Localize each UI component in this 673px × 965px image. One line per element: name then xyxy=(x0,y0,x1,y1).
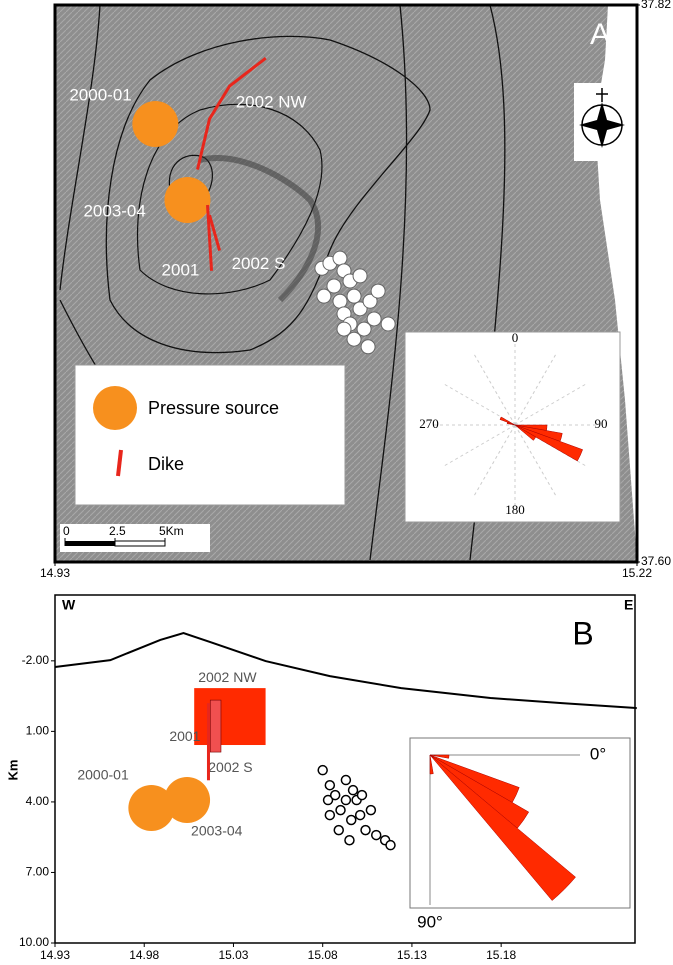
dike xyxy=(210,700,221,752)
earthquake xyxy=(353,269,367,283)
x-tick-label: 14.93 xyxy=(40,948,70,962)
scale-label: 0 xyxy=(63,524,70,538)
rose-angle-label: 90° xyxy=(417,912,443,931)
dike xyxy=(194,688,265,745)
rose-angle-label: 180 xyxy=(505,502,525,517)
earthquake xyxy=(337,322,351,336)
x-tick-label: 15.08 xyxy=(308,948,338,962)
earthquake xyxy=(345,836,354,845)
earthquake xyxy=(367,312,381,326)
dike-label: 2001 xyxy=(162,260,200,279)
pressure-source xyxy=(164,777,210,823)
earthquake xyxy=(341,776,350,785)
earthquake xyxy=(334,826,343,835)
rose-angle-label: 90 xyxy=(595,416,608,431)
compass xyxy=(574,83,630,161)
y-tick-label: 1.00 xyxy=(26,724,50,738)
earthquake xyxy=(325,811,334,820)
earthquake xyxy=(317,289,331,303)
earthquake xyxy=(336,806,345,815)
earthquake xyxy=(366,806,375,815)
y-tick-label: -2.00 xyxy=(22,653,50,667)
earthquake xyxy=(341,796,350,805)
source-label: 2003-04 xyxy=(83,201,145,220)
pressure-source xyxy=(164,177,210,223)
y-tick-label: 37.82 xyxy=(641,0,671,11)
earthquake xyxy=(347,289,361,303)
dike xyxy=(207,703,210,780)
earthquake xyxy=(333,294,347,308)
legend-label: Dike xyxy=(148,454,184,474)
legend xyxy=(75,365,345,505)
x-tick-label: 15.13 xyxy=(397,948,427,962)
x-tick-label: 15.03 xyxy=(218,948,248,962)
earthquake xyxy=(356,811,365,820)
legend-label: Pressure source xyxy=(148,398,279,418)
dike-label: 2001 xyxy=(169,728,200,744)
rose-angle-label: 0 xyxy=(512,330,519,345)
earthquake xyxy=(357,791,366,800)
scale-label: 2.5 xyxy=(109,524,126,538)
earthquake xyxy=(347,816,356,825)
earthquake xyxy=(361,826,370,835)
scale-label: 5Km xyxy=(159,524,184,538)
earthquake xyxy=(333,251,347,265)
y-tick-label: 4.00 xyxy=(26,794,50,808)
x-tick-label: 14.98 xyxy=(129,948,159,962)
right-label: E xyxy=(624,597,633,613)
earthquake xyxy=(349,786,358,795)
earthquake xyxy=(371,284,385,298)
x-tick-label: 15.18 xyxy=(486,948,516,962)
panel-label: B xyxy=(572,615,593,651)
earthquake xyxy=(318,766,327,775)
source-label: 2003-04 xyxy=(191,823,243,839)
source-label: 2000-01 xyxy=(69,85,131,104)
dike-label: 2002 NW xyxy=(198,669,257,685)
earthquake xyxy=(381,317,395,331)
x-tick-label: 15.22 xyxy=(622,566,652,580)
left-label: W xyxy=(62,597,76,613)
x-tick-label: 14.93 xyxy=(40,566,70,580)
earthquake xyxy=(325,781,334,790)
panel-label: A xyxy=(590,18,610,51)
source-label: 2000-01 xyxy=(77,767,129,783)
dike-label: 2002 NW xyxy=(236,93,307,112)
earthquake xyxy=(361,340,375,354)
dike-label: 2002 S xyxy=(232,254,286,273)
y-tick-label: 10.00 xyxy=(19,935,49,949)
pressure-source xyxy=(132,101,178,147)
figure: A 14.93 15.2237.60 37.82 2000-01 2003-04 2002 … xyxy=(0,0,673,965)
earthquake xyxy=(331,791,340,800)
y-tick-label: 37.60 xyxy=(641,554,671,568)
earthquake xyxy=(372,831,381,840)
rose-angle-label: 270 xyxy=(419,416,439,431)
rose-angle-label: 0° xyxy=(590,744,606,763)
earthquake xyxy=(386,841,395,850)
y-tick-label: 7.00 xyxy=(26,865,50,879)
y-axis-label: Km xyxy=(5,760,20,781)
scale-bar xyxy=(60,524,210,552)
topography xyxy=(55,633,637,708)
dike-label: 2002 S xyxy=(208,759,252,775)
